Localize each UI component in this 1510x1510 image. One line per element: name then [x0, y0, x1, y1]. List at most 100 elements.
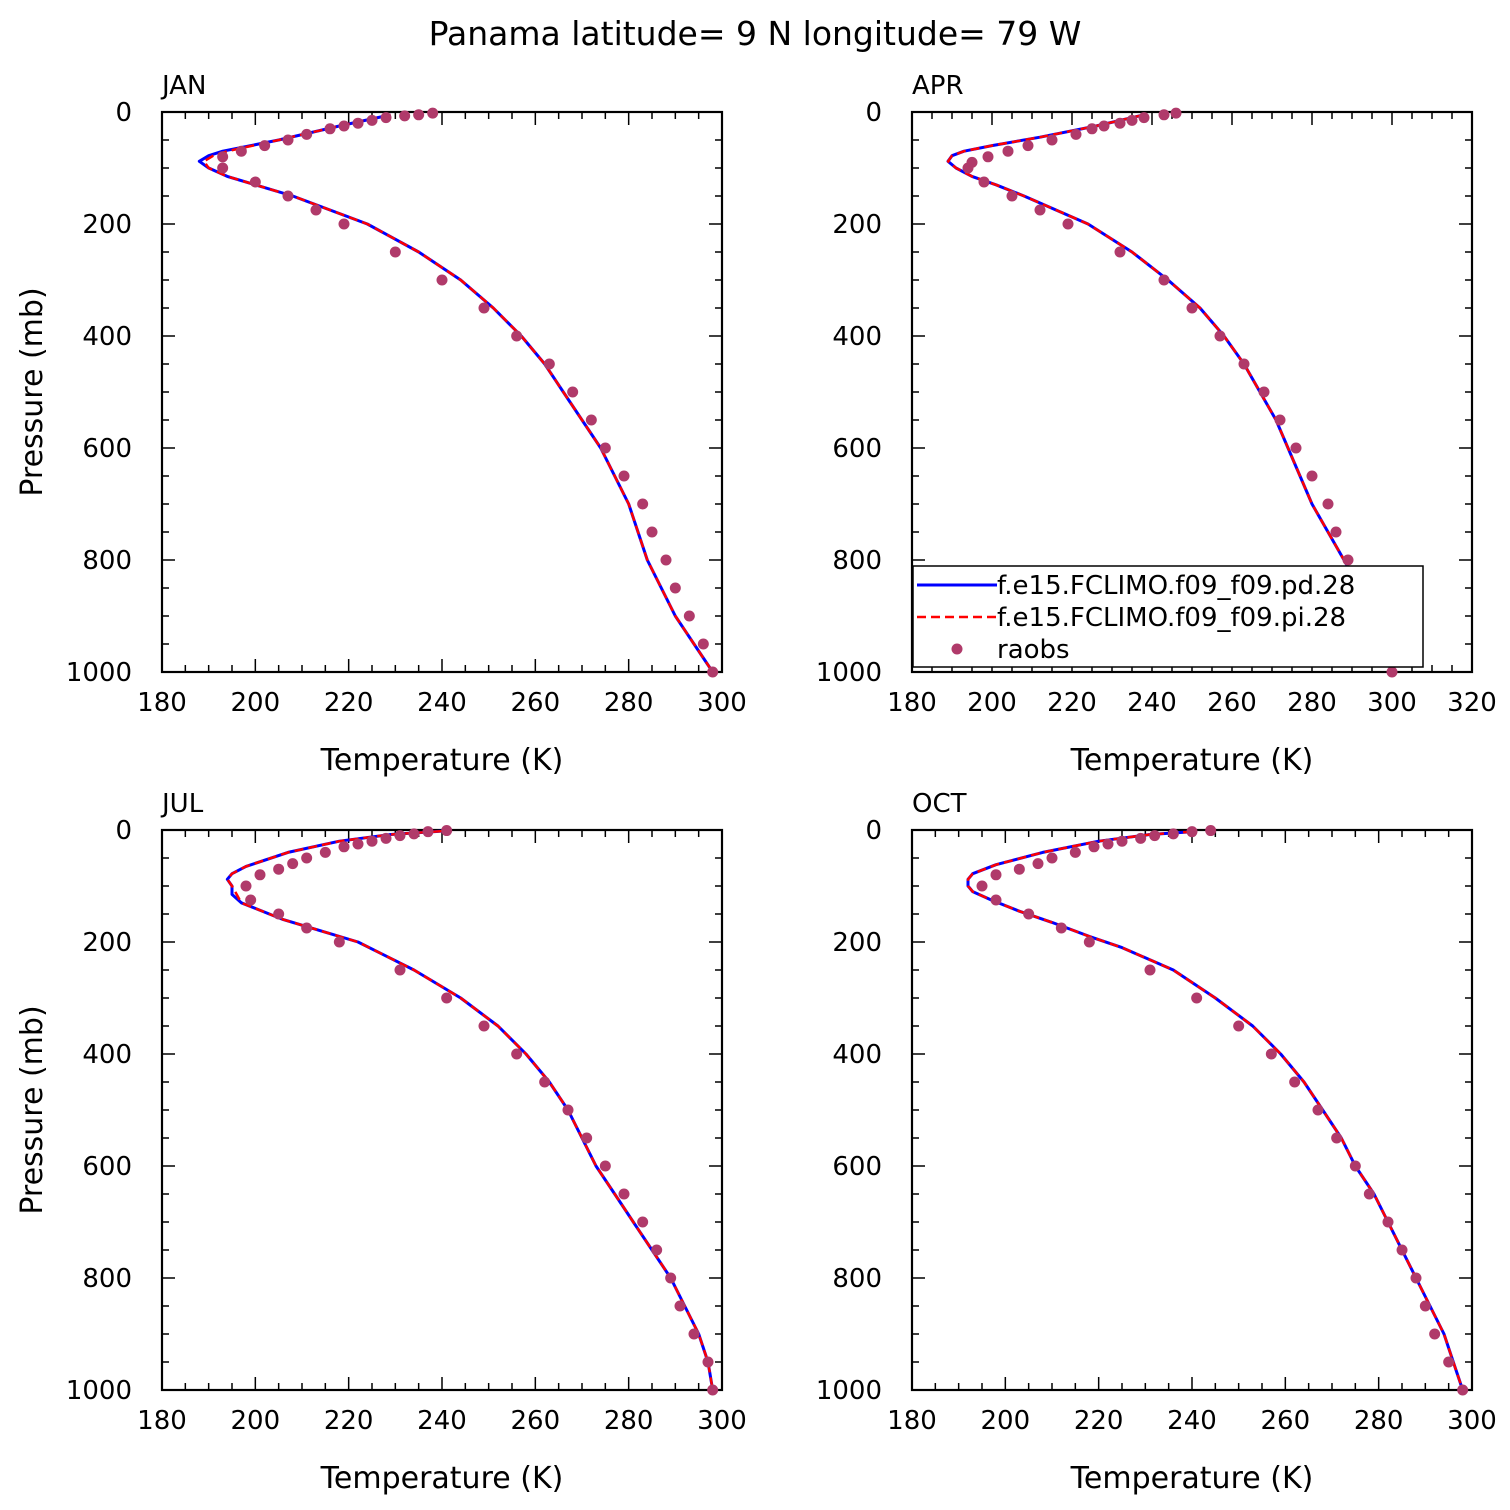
raobs-point — [567, 386, 579, 398]
panel-jan: 180 200 220 240 260 280 300 0 200 400 600 800 1000 Te… — [15, 71, 747, 778]
raobs-point — [282, 134, 294, 146]
x-tick-label: 180 — [137, 1406, 187, 1436]
y-tick-label: 0 — [115, 98, 132, 128]
raobs-point — [1158, 274, 1170, 286]
raobs-point — [1342, 554, 1354, 566]
raobs-point — [1006, 190, 1018, 202]
raobs-point — [282, 190, 294, 202]
raobs-point — [1290, 442, 1302, 454]
raobs-point — [1126, 114, 1138, 126]
x-tick-label: 240 — [417, 1406, 467, 1436]
raobs-point — [1170, 107, 1182, 119]
raobs-point — [618, 1188, 630, 1200]
raobs-point — [1330, 526, 1342, 538]
legend-box — [912, 565, 1424, 668]
raobs-point — [408, 828, 420, 840]
raobs-point — [1312, 1104, 1324, 1116]
y-tick-label: 400 — [832, 1040, 882, 1070]
raobs-point — [1238, 358, 1250, 370]
raobs-point — [1062, 218, 1074, 230]
y-axis-title: Pressure (mb) — [15, 1005, 50, 1214]
raobs-point — [1098, 120, 1110, 132]
raobs-point — [665, 1272, 677, 1284]
raobs-point — [562, 1104, 574, 1116]
series-line-pi — [202, 113, 714, 673]
y-tick-label: 200 — [82, 928, 132, 958]
legend: f.e15.FCLIMO.f09_f09.pd.28 f.e15.FCLIMO.… — [912, 565, 1424, 668]
raobs-point — [1386, 666, 1398, 678]
raobs-point — [1158, 109, 1170, 121]
raobs-point — [1114, 117, 1126, 129]
raobs-point — [1046, 134, 1058, 146]
x-axis-title: Temperature (K) — [1070, 743, 1314, 778]
raobs-point — [637, 1216, 649, 1228]
raobs-point — [1086, 123, 1098, 135]
raobs-point — [1070, 128, 1082, 140]
raobs-point — [249, 176, 261, 188]
raobs-point — [1069, 846, 1081, 858]
raobs-point — [422, 826, 434, 838]
raobs-point — [1034, 204, 1046, 216]
raobs-point — [599, 1160, 611, 1172]
raobs-point — [1258, 386, 1270, 398]
raobs-point — [301, 128, 313, 140]
y-tick-label: 800 — [832, 546, 882, 576]
raobs-point — [389, 246, 401, 258]
y-tick-label: 1000 — [66, 1376, 132, 1406]
x-tick-label: 280 — [1287, 688, 1337, 718]
raobs-point — [585, 414, 597, 426]
raobs-point — [637, 498, 649, 510]
raobs-point — [669, 582, 681, 594]
legend-label-pd: f.e15.FCLIMO.f09_f09.pd.28 — [997, 571, 1355, 601]
y-tick-label: 800 — [82, 1264, 132, 1294]
legend-swatch-raobs — [951, 643, 963, 655]
raobs-point — [1023, 908, 1035, 920]
raobs-point — [976, 880, 988, 892]
y-tick-label: 1000 — [816, 658, 882, 688]
raobs-point — [1186, 302, 1198, 314]
raobs-point — [287, 858, 299, 870]
raobs-point — [366, 114, 378, 126]
y-tick-label: 400 — [82, 1040, 132, 1070]
raobs-point — [1429, 1328, 1441, 1340]
y-tick-label: 800 — [832, 1264, 882, 1294]
legend-label-pi: f.e15.FCLIMO.f09_f09.pi.28 — [997, 603, 1346, 633]
x-tick-label: 200 — [231, 688, 281, 718]
raobs-point — [1116, 835, 1128, 847]
raobs-point — [1002, 145, 1014, 157]
y-tick-label: 400 — [82, 322, 132, 352]
x-tick-label: 260 — [511, 688, 561, 718]
x-tick-label: 280 — [604, 1406, 654, 1436]
figure-title: Panama latitude= 9 N longitude= 79 W — [429, 14, 1082, 53]
y-tick-label: 0 — [865, 816, 882, 846]
raobs-point — [217, 151, 229, 163]
raobs-point — [380, 832, 392, 844]
raobs-point — [436, 274, 448, 286]
y-axis-title: Pressure (mb) — [15, 287, 50, 496]
x-tick-label: 260 — [1261, 1406, 1311, 1436]
x-tick-label: 200 — [981, 1406, 1031, 1436]
panel-title: JUL — [160, 789, 204, 819]
panel-title: JAN — [160, 71, 206, 101]
raobs-point — [1410, 1272, 1422, 1284]
raobs-point — [1055, 922, 1067, 934]
x-tick-label: 280 — [604, 688, 654, 718]
raobs-point — [1322, 498, 1334, 510]
raobs-point — [1349, 1160, 1361, 1172]
raobs-point — [1032, 858, 1044, 870]
raobs-point — [427, 107, 439, 119]
raobs-point — [646, 526, 658, 538]
raobs-point — [543, 358, 555, 370]
x-tick-label: 260 — [1207, 688, 1257, 718]
raobs-point — [217, 162, 229, 174]
raobs-point — [1214, 330, 1226, 342]
raobs-point — [1102, 838, 1114, 850]
raobs-point — [1167, 828, 1179, 840]
raobs-point — [394, 830, 406, 842]
panel-jul: 180 200 220 240 260 280 300 0 200 400 600 800 1000 Te… — [15, 789, 747, 1496]
y-tick-label: 600 — [82, 434, 132, 464]
raobs-point — [478, 302, 490, 314]
y-tick-label: 1000 — [816, 1376, 882, 1406]
raobs-point — [1265, 1048, 1277, 1060]
